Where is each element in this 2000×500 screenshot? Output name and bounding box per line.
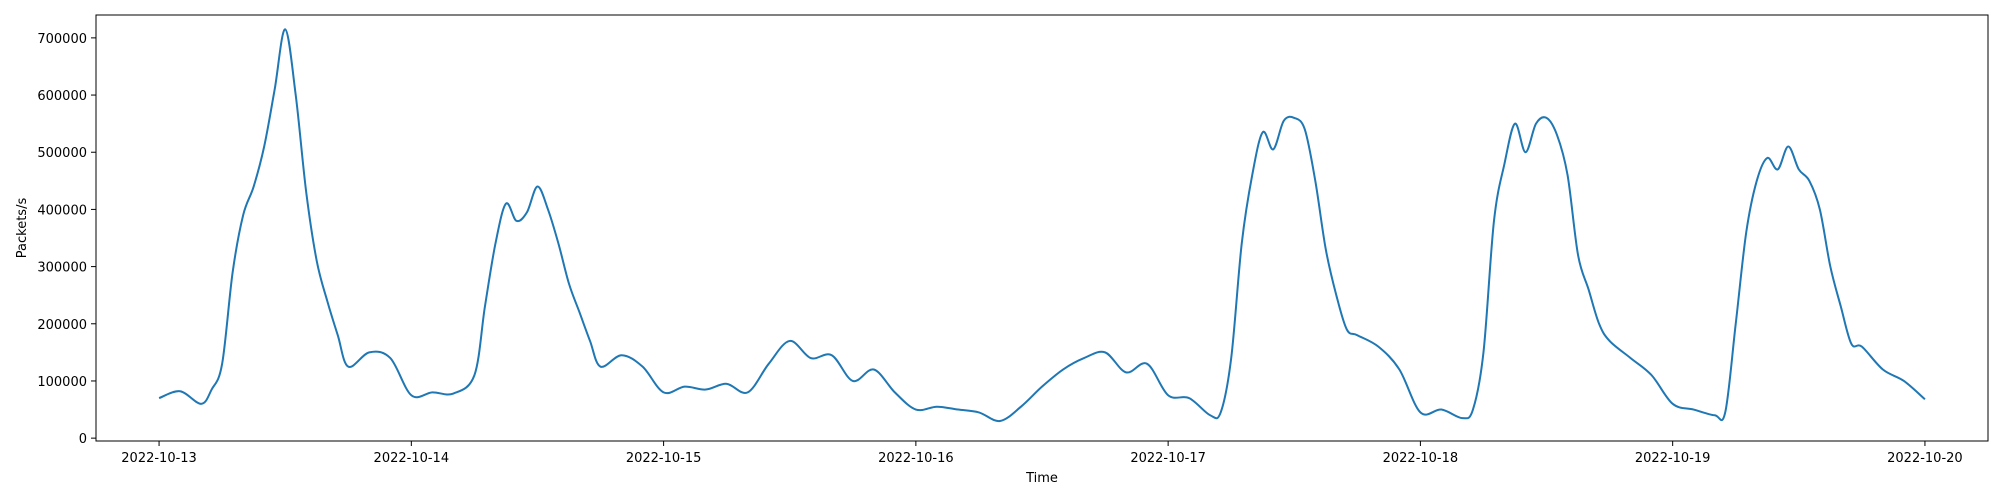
- plot-area: [95, 14, 1989, 442]
- x-tick-label: 2022-10-14: [374, 451, 450, 466]
- x-tick-label: 2022-10-17: [1130, 451, 1206, 466]
- y-tick-label: 100000: [37, 375, 87, 390]
- x-axis: 2022-10-13 2022-10-14 2022-10-15 2022-10-16…: [121, 441, 1963, 466]
- x-tick-label: 2022-10-16: [878, 451, 954, 466]
- x-axis-label: Time: [1025, 471, 1058, 486]
- y-tick-label: 400000: [37, 203, 87, 218]
- y-tick-label: 0: [79, 432, 87, 447]
- x-tick-label: 2022-10-13: [121, 451, 197, 466]
- plot-frame: [95, 14, 1989, 442]
- x-tick-label: 2022-10-19: [1635, 451, 1711, 466]
- y-tick-label: 700000: [37, 32, 87, 47]
- y-axis: 0 100000 200000 300000 400000 500000 600000 700…: [37, 32, 96, 447]
- x-tick-label: 2022-10-18: [1383, 451, 1459, 466]
- y-tick-label: 600000: [37, 89, 87, 104]
- y-tick-label: 200000: [37, 318, 87, 333]
- y-tick-label: 300000: [37, 261, 87, 276]
- y-tick-label: 500000: [37, 146, 87, 161]
- x-tick-label: 2022-10-20: [1887, 451, 1963, 466]
- series-line-0: [158, 28, 1926, 422]
- y-axis-label: Packets/s: [15, 198, 30, 259]
- x-tick-label: 2022-10-15: [626, 451, 702, 466]
